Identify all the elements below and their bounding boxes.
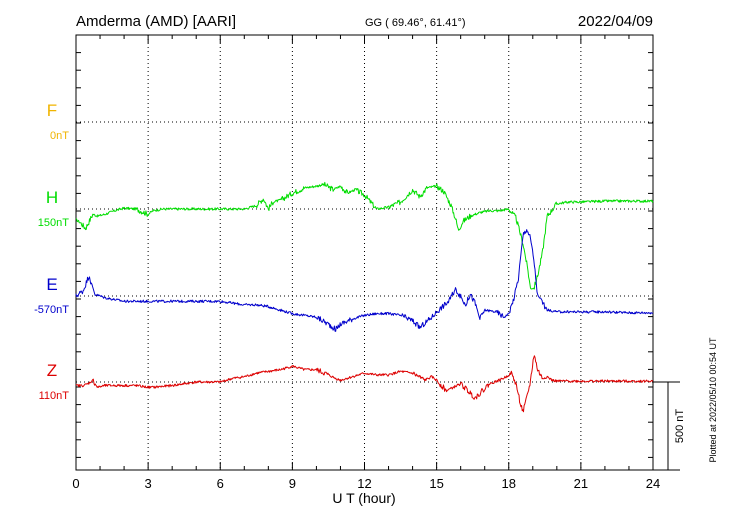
x-axis-label: U T (hour) [332,490,395,506]
component-baseline-e: -570nT [34,304,69,316]
series-e-line [75,229,654,332]
x-tick-label: 6 [217,476,224,491]
component-baseline-f: 0nT [50,130,69,142]
x-tick-label: 3 [145,476,152,491]
series-lines [75,181,654,413]
date-label: 2022/04/09 [578,13,653,30]
axis-ticks [75,34,654,470]
x-tick-label: 0 [72,476,79,491]
series-h-line [75,181,654,290]
plot-frame [75,34,654,471]
component-letter-e: E [46,275,57,294]
x-tick-label: 12 [357,476,371,491]
component-letter-h: H [46,188,58,207]
x-tick-label: 15 [429,476,443,491]
coordinates-label: GG ( 69.46°, 61.41°) [365,17,466,29]
scale-bar-label: 500 nT [674,409,686,444]
component-letter-z: Z [47,361,57,380]
component-baseline-z: 110nT [39,390,70,402]
gridlines [76,35,653,470]
x-tick-label: 9 [289,476,296,491]
series-z-line [75,355,653,413]
x-tick-label: 24 [646,476,660,491]
plotted-at-note: Plotted at 2022/05/10 00:54 UT [708,337,718,463]
scale-bar [653,381,680,471]
x-tick-labels: 0 3 6 9 12 15 18 21 24 [72,476,660,491]
x-tick-label: 21 [574,476,588,491]
component-baseline-h: 150nT [38,217,69,229]
station-title: Amderma (AMD) [AARI] [76,13,236,30]
component-letter-f: F [47,101,57,120]
x-tick-label: 18 [502,476,516,491]
component-labels: F 0nT H 150nT E -570nT Z 110nT [34,101,69,402]
